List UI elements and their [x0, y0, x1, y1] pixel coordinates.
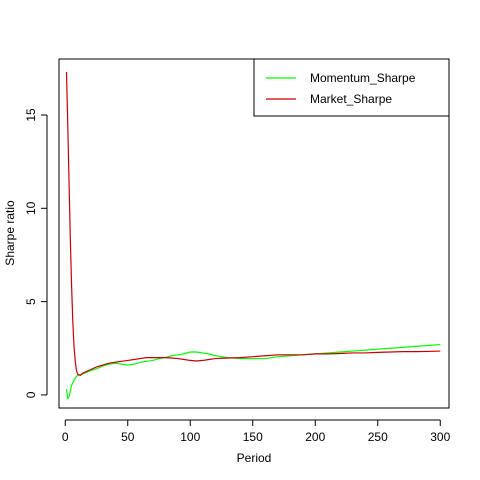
x-tick-label: 150: [243, 430, 263, 444]
legend: Momentum_Sharpe Market_Sharpe: [254, 59, 449, 116]
y-axis-title: Sharpe ratio: [3, 200, 17, 266]
y-tick-label: 15: [24, 108, 38, 122]
x-tick-label: 100: [180, 430, 200, 444]
x-tick-label: 0: [62, 430, 69, 444]
legend-label-market-sharpe: Market_Sharpe: [310, 92, 392, 106]
x-tick-label: 200: [305, 430, 325, 444]
x-tick-label: 300: [430, 430, 450, 444]
legend-label-momentum-sharpe: Momentum_Sharpe: [310, 71, 416, 85]
series-layer: [67, 72, 441, 399]
series-line-market-sharpe: [67, 72, 441, 375]
y-tick-label: 0: [24, 391, 38, 398]
x-tick-label: 50: [121, 430, 135, 444]
x-tick-label: 250: [368, 430, 388, 444]
x-axis-title: Period: [237, 451, 272, 465]
y-tick-label: 5: [24, 298, 38, 305]
x-axis: 0 50 100 150 200 250 300: [62, 420, 451, 444]
y-axis: 0 5 10 15: [24, 108, 47, 398]
legend-box: [254, 59, 449, 116]
y-tick-label: 10: [24, 201, 38, 215]
